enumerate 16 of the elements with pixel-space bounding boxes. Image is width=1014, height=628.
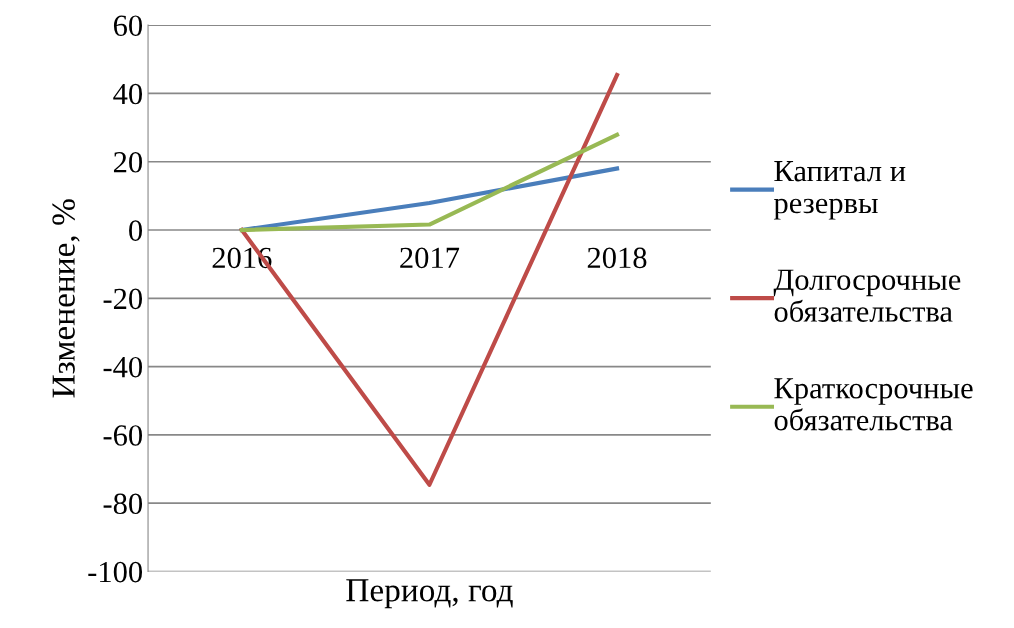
y-tick-label: -40 xyxy=(103,356,143,378)
x-axis-title: Период, год xyxy=(346,579,513,609)
y-tick-label: 40 xyxy=(113,83,143,105)
legend-label: Долгосрочные обязательства xyxy=(773,269,961,322)
legend-label: Капитал и резервы xyxy=(773,161,906,220)
y-tick-label: -100 xyxy=(88,561,143,583)
y-tick-label: -60 xyxy=(103,425,143,446)
x-tick-label: 2017 xyxy=(400,247,460,269)
y-tick-label: -20 xyxy=(103,288,143,310)
y-tick-label: 0 xyxy=(129,220,143,241)
y-tick-label: 20 xyxy=(113,151,143,173)
x-tick-label: 2018 xyxy=(587,247,647,269)
y-tick-label: 60 xyxy=(113,15,143,37)
y-tick-label: -80 xyxy=(103,493,143,515)
legend-label: Краткосрочные обязательства xyxy=(774,378,973,431)
y-axis-title: Изменение, % xyxy=(52,199,80,398)
